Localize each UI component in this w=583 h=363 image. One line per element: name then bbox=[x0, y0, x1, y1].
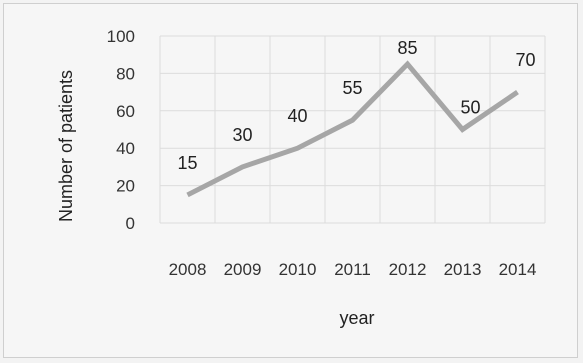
x-tick-label: 2013 bbox=[444, 260, 482, 279]
data-label: 55 bbox=[342, 78, 362, 98]
data-labels: 15 30 40 55 85 50 70 bbox=[177, 38, 535, 173]
y-tick-label: 0 bbox=[126, 214, 135, 233]
x-tick-label: 2014 bbox=[499, 260, 537, 279]
x-axis-title: year bbox=[339, 308, 374, 328]
y-tick-label: 20 bbox=[116, 177, 135, 196]
data-label: 70 bbox=[515, 50, 535, 70]
data-label: 50 bbox=[460, 98, 480, 118]
x-tick-label: 2008 bbox=[169, 260, 207, 279]
series-line-group bbox=[186, 60, 519, 198]
x-tick-label: 2009 bbox=[224, 260, 262, 279]
data-label: 30 bbox=[232, 125, 252, 145]
y-tick-labels: 0 20 40 60 80 100 bbox=[107, 27, 135, 233]
data-label: 15 bbox=[177, 153, 197, 173]
y-tick-label: 60 bbox=[116, 102, 135, 121]
x-tick-labels: 2008 2009 2010 2011 2012 2013 2014 bbox=[169, 260, 537, 279]
gridlines bbox=[159, 35, 546, 224]
data-label: 40 bbox=[287, 106, 307, 126]
y-axis-title: Number of patients bbox=[56, 70, 76, 222]
data-label: 85 bbox=[397, 38, 417, 58]
y-tick-label: 80 bbox=[116, 64, 135, 83]
y-tick-label: 100 bbox=[107, 27, 135, 46]
x-tick-label: 2012 bbox=[389, 260, 427, 279]
series-line bbox=[186, 60, 519, 198]
chart-frame bbox=[3, 3, 578, 358]
y-tick-label: 40 bbox=[116, 139, 135, 158]
x-tick-label: 2011 bbox=[334, 260, 371, 279]
x-tick-label: 2010 bbox=[279, 260, 317, 279]
